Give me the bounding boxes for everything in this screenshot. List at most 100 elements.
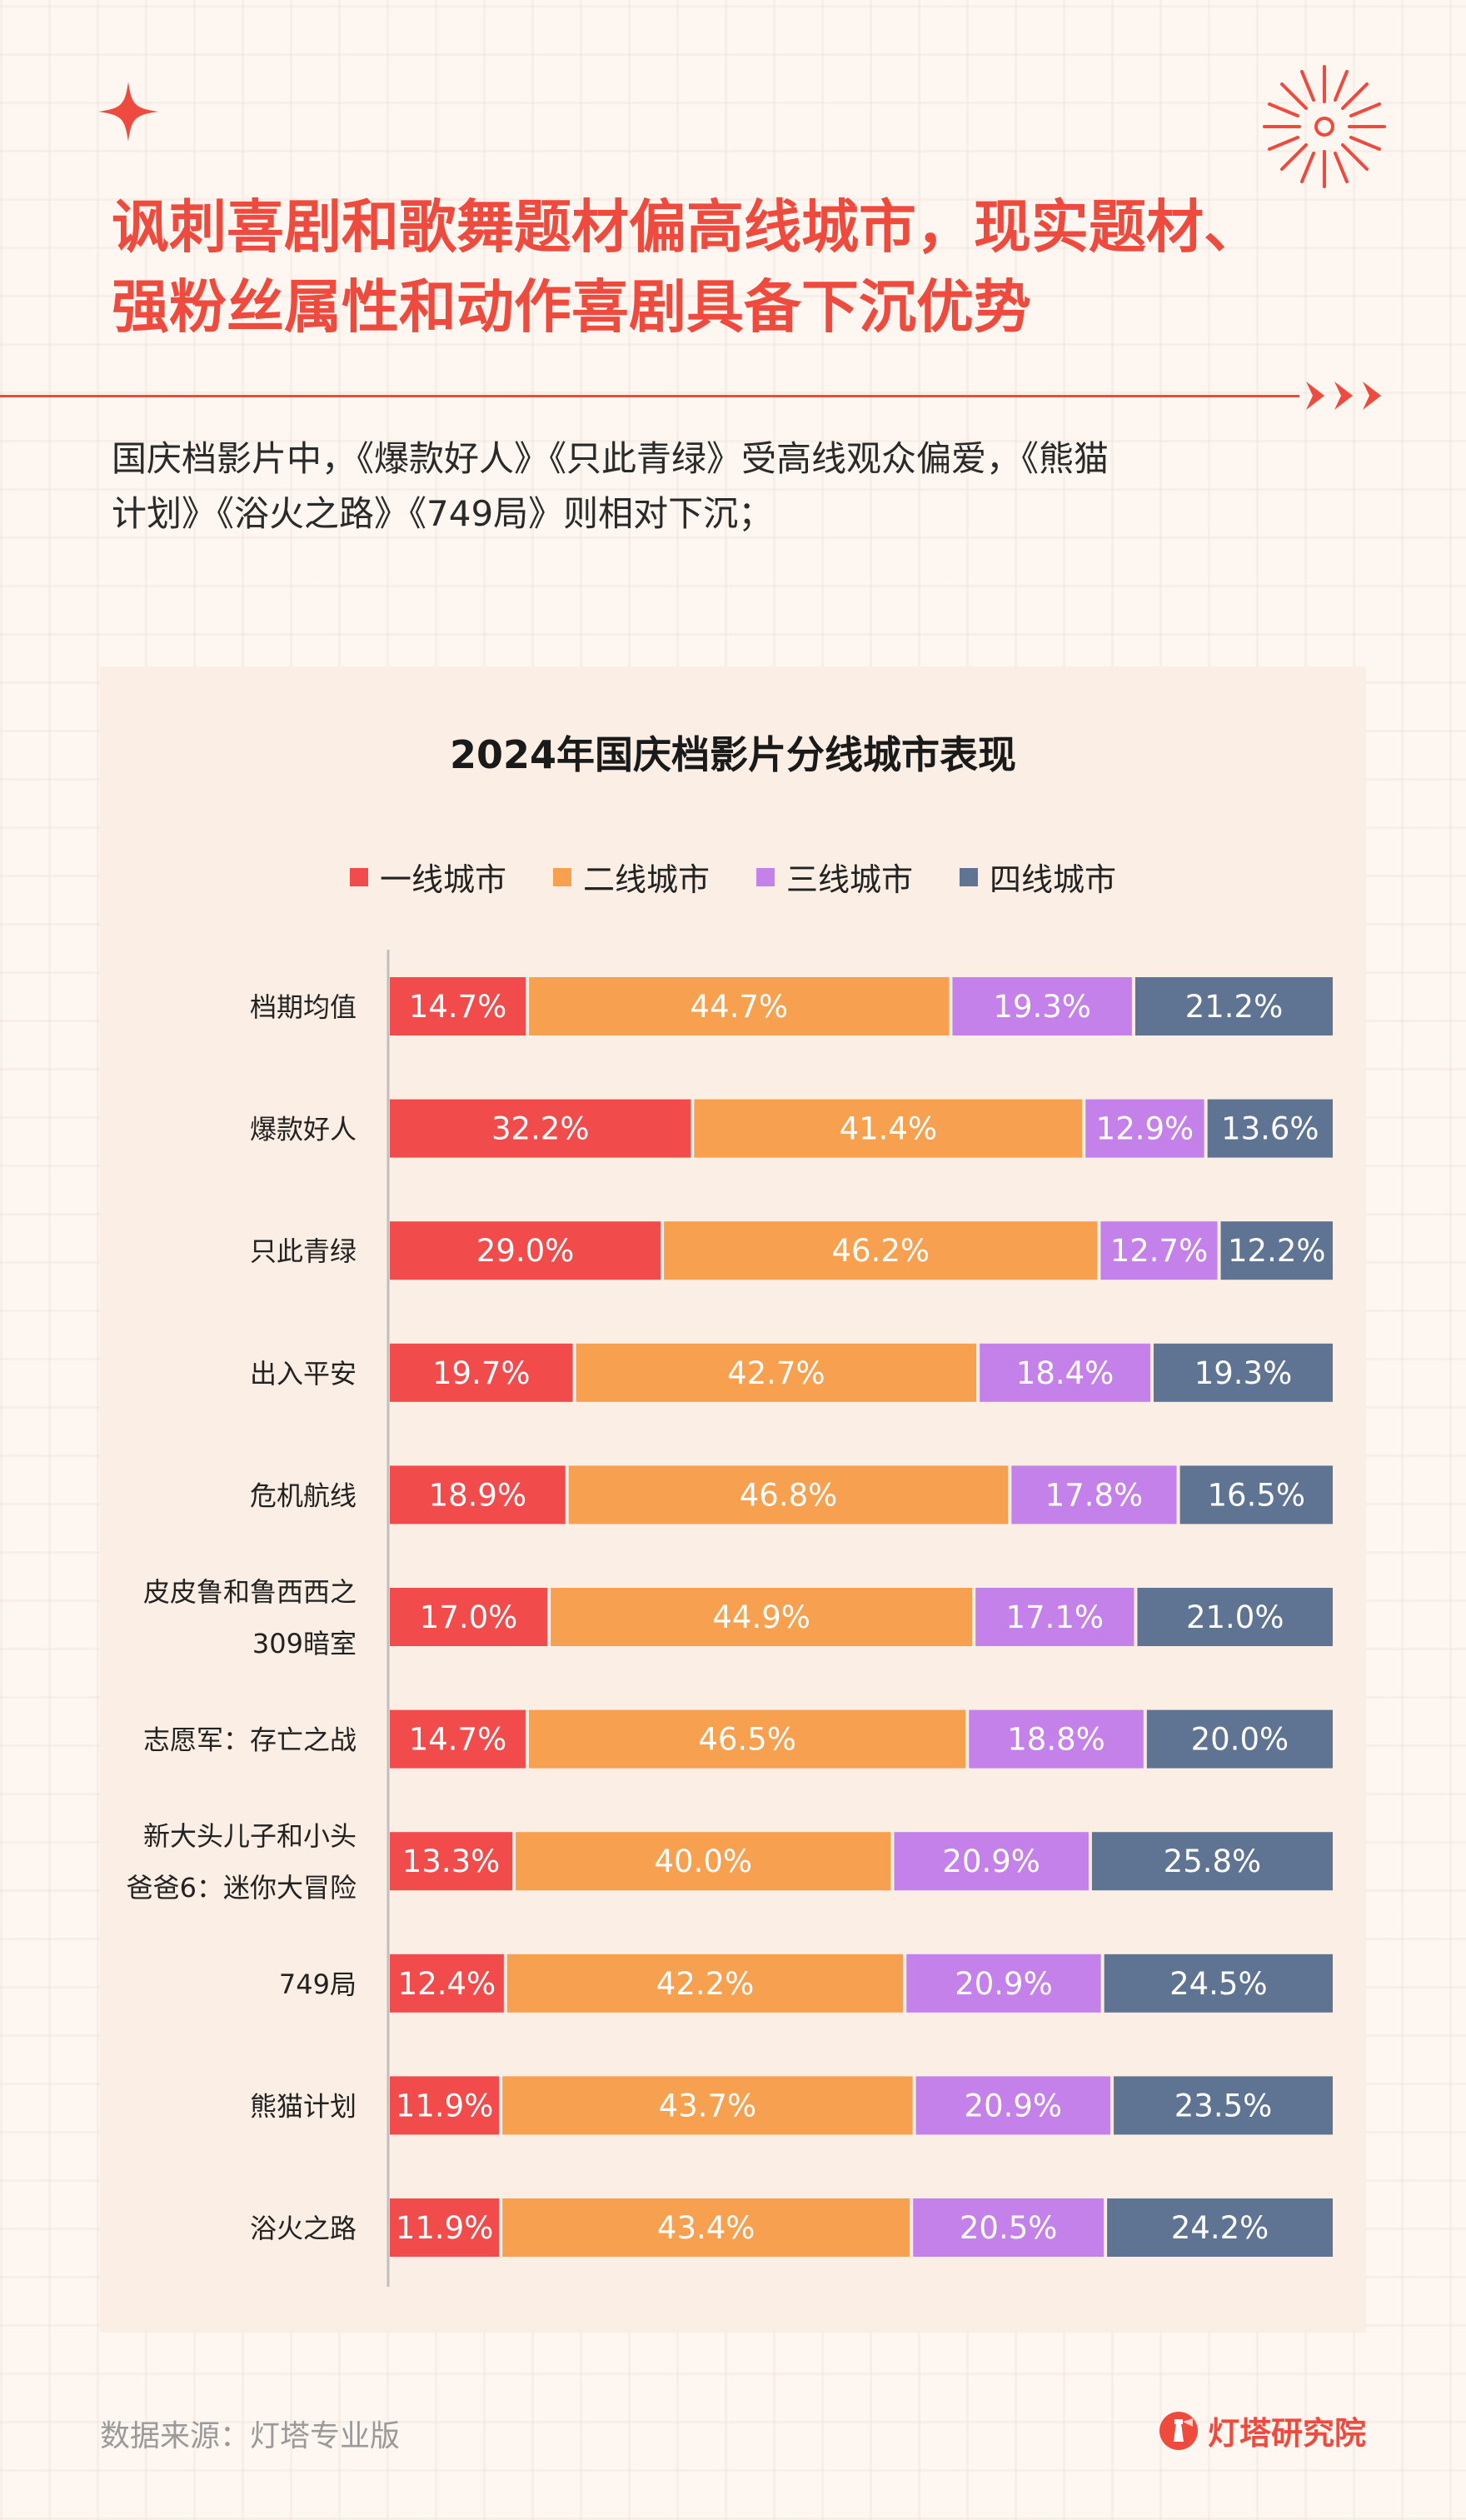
legend-swatch-tier2 [552,867,571,886]
bar-segment [390,1588,548,1646]
sparkle-star-icon [98,82,158,142]
brand-name: 灯塔研究院 [1207,2415,1366,2452]
bar-segment [502,2198,910,2257]
bar-segment [390,2198,500,2257]
bar-segment [551,1588,973,1646]
data-label: 19.3% [1194,1355,1293,1391]
data-label: 20.0% [1191,1722,1289,1758]
bar-segment [1137,1588,1333,1646]
category-label: 爆款好人 [250,1114,357,1145]
bar-segment [1104,1954,1333,2013]
legend-label-tier3: 三线城市 [786,861,914,898]
bar-segment [1114,2076,1333,2135]
legend-item-tier3: 三线城市 [756,854,913,900]
legend-label-tier1: 一线城市 [379,861,506,898]
bar-segment [576,1343,977,1402]
bar-segment [390,1343,573,1402]
data-label: 18.4% [1016,1355,1114,1391]
data-label: 23.5% [1174,2088,1273,2123]
firework-icon [1263,65,1386,188]
category-label: 只此青绿 [250,1235,357,1267]
bar-segment [664,1221,1098,1280]
bar-segment [390,1465,566,1524]
intro-line-2: 计划》《浴火之路》《749局》则相对下沉； [112,493,774,534]
bar-segment [1146,1709,1333,1769]
bar-segment [894,1832,1089,1891]
bar-segment [390,977,526,1035]
legend-swatch-tier1 [349,867,368,886]
data-label: 12.9% [1096,1111,1194,1147]
data-label: 17.0% [420,1599,518,1635]
bar-segment [1011,1465,1177,1524]
data-label: 42.7% [727,1355,825,1391]
legend-label-tier4: 四线城市 [990,861,1117,898]
data-label: 20.9% [955,1966,1053,2002]
data-label: 16.5% [1208,1477,1306,1513]
data-label: 24.5% [1169,1966,1268,2002]
category-label: 档期均值 [250,991,357,1023]
legend-item-tier1: 一线城市 [349,854,506,900]
headline-divider [0,395,1299,397]
triple-arrow-icon [1306,382,1381,410]
category-label: 爸爸6：迷你大冒险 [127,1872,357,1904]
bar-segment [390,1832,513,1891]
bar-segment [1220,1221,1333,1280]
bar-segment [1179,1465,1333,1524]
category-label: 309暗室 [252,1628,357,1659]
data-label: 18.8% [1007,1722,1105,1758]
bar-segment [1100,1221,1218,1280]
data-source: 数据来源：灯塔专业版 [100,2419,401,2453]
data-label: 41.4% [840,1111,938,1147]
category-label: 皮皮鲁和鲁西西之 [143,1576,357,1608]
data-label: 43.7% [659,2088,757,2123]
bar-segment [528,1709,966,1769]
category-label: 新大头儿子和小头 [143,1820,357,1852]
data-label: 20.9% [965,2088,1063,2123]
bar-segment [506,1954,904,2013]
chart-legend: 一线城市 二线城市 三线城市 四线城市 [0,854,1466,900]
intro-text: 国庆档影片中，《爆款好人》《只此青绿》受高线观众偏爱，《熊猫 计划》《浴火之路》… [112,432,1378,541]
data-label: 42.2% [656,1966,755,2002]
bar-segment [906,1954,1101,2013]
chart-title: 2024年国庆档影片分线城市表现 [449,732,1017,777]
data-label: 40.0% [655,1844,753,1879]
headline-line-1: 讽刺喜剧和歌舞题材偏高线城市，现实题材、 [112,194,1261,261]
data-label: 18.9% [429,1477,527,1513]
data-label: 19.7% [432,1355,531,1391]
bar-segment [390,1954,504,2013]
data-label: 21.0% [1186,1599,1284,1635]
data-label: 14.7% [409,1722,507,1758]
data-label: 43.4% [657,2210,755,2246]
category-label: 熊猫计划 [250,2090,357,2122]
bar-segment [568,1465,1009,1524]
data-label: 32.2% [491,1111,590,1147]
bar-segment [390,1709,526,1769]
category-label: 浴火之路 [250,2213,357,2244]
bar-segment [1134,977,1333,1035]
bar-segment [390,1099,691,1158]
bar-segment [1153,1343,1333,1402]
data-label: 11.9% [396,2088,494,2123]
category-label: 749局 [279,1969,357,2000]
data-label: 46.8% [740,1477,838,1513]
data-label: 12.7% [1110,1233,1209,1269]
lighthouse-logo-icon [1159,2411,1198,2450]
bar-segment [915,2076,1111,2135]
bar-segment [980,1343,1150,1402]
legend-label-tier2: 二线城市 [582,861,710,898]
bar-segment [390,2076,500,2135]
data-label: 24.2% [1171,2210,1269,2246]
data-label: 46.5% [698,1722,796,1758]
bar-segment [1085,1099,1204,1158]
data-label: 46.2% [831,1233,930,1269]
bar-segment [969,1709,1144,1769]
legend-swatch-tier3 [756,867,775,886]
legend-swatch-tier4 [960,867,979,886]
data-label: 19.3% [993,989,1091,1025]
data-label: 25.8% [1164,1844,1262,1879]
bar-segment [529,977,950,1035]
category-label: 出入平安 [250,1358,357,1390]
category-label: 危机航线 [250,1480,357,1511]
bar-segment [913,2198,1104,2257]
